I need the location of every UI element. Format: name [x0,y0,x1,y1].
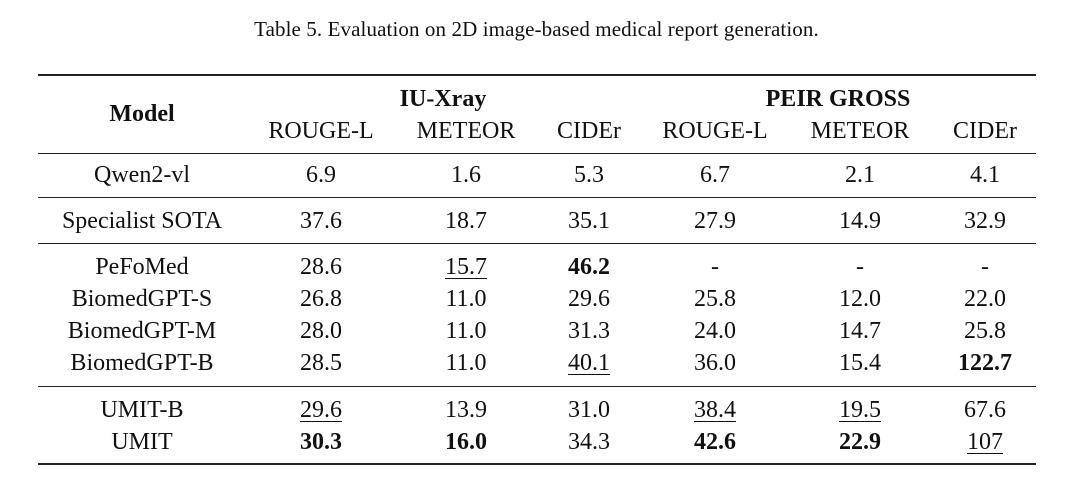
table-cell: 38.4 [694,397,736,423]
model-name-cell: Qwen2-vl [94,162,190,188]
table-cell: 2.1 [845,162,875,188]
table-cell: 4.1 [970,162,1000,188]
table-cell: 67.6 [964,397,1006,423]
table-cell: 14.7 [839,318,881,344]
table-caption: Table 5. Evaluation on 2D image-based me… [254,17,819,41]
divider-rule-1 [38,197,1036,198]
model-name-cell: PeFoMed [95,254,189,280]
group-header-peir-gross: PEIR GROSS [765,86,911,112]
divider-rule-3 [38,386,1036,387]
table-cell: 28.0 [300,318,342,344]
metric-header-4: ROUGE-L [662,118,768,144]
table-cell: 24.0 [694,318,736,344]
table-cell: - [711,254,719,280]
table-cell: 37.6 [300,208,342,234]
model-column-header: Model [109,101,175,127]
table-cell: 26.8 [300,286,342,312]
table-cell: - [856,254,864,280]
bottom-rule [38,463,1036,465]
table-cell: 25.8 [694,286,736,312]
metric-header-5: METEOR [810,118,910,144]
divider-rule-2 [38,243,1036,244]
table-cell: 27.9 [694,208,736,234]
table-cell: 29.6 [568,286,610,312]
metric-header-6: CIDEr [953,118,1017,144]
table-cell: 28.6 [300,254,342,280]
table-cell: 28.5 [300,350,342,376]
table-cell: 46.2 [568,254,610,280]
model-name-cell: Specialist SOTA [61,208,223,234]
table-cell: 29.6 [300,397,342,423]
table-cell: 31.3 [568,318,610,344]
table-cell: 31.0 [568,397,610,423]
table-cell: 107 [967,429,1003,455]
table-cell: 6.9 [306,162,336,188]
table-cell: 13.9 [445,397,487,423]
table-cell: 36.0 [694,350,736,376]
table-cell: 34.3 [568,429,610,455]
table-cell: 12.0 [839,286,881,312]
table-cell: 11.0 [445,350,487,376]
model-name-cell: BiomedGPT-S [71,286,213,312]
table-cell: 18.7 [445,208,487,234]
table-cell: 14.9 [839,208,881,234]
table-cell: 15.4 [839,350,881,376]
table-cell: 6.7 [700,162,730,188]
table-cell: 35.1 [568,208,610,234]
table-cell: 16.0 [445,429,487,455]
model-name-cell: UMIT [111,429,173,455]
table-cell: 22.9 [839,429,881,455]
table-cell: 25.8 [964,318,1006,344]
table-cell: 11.0 [445,286,487,312]
table-cell: - [981,254,989,280]
table-cell: 11.0 [445,318,487,344]
table-cell: 40.1 [568,350,610,376]
group-header-iu-xray: IU-Xray [399,86,487,112]
table-cell: 22.0 [964,286,1006,312]
model-name-cell: UMIT-B [100,397,184,423]
metric-header-3: CIDEr [557,118,621,144]
model-name-cell: BiomedGPT-M [67,318,217,344]
table-cell: 15.7 [445,254,487,280]
header-rule [38,153,1036,154]
table-cell: 42.6 [694,429,736,455]
metric-header-2: METEOR [416,118,516,144]
top-rule [38,74,1036,76]
table-cell: 19.5 [839,397,881,423]
model-name-cell: BiomedGPT-B [70,350,214,376]
table-cell: 1.6 [451,162,481,188]
table-cell: 32.9 [964,208,1006,234]
table-cell: 122.7 [958,350,1012,376]
table-cell: 30.3 [300,429,342,455]
metric-header-1: ROUGE-L [268,118,374,144]
table-cell: 5.3 [574,162,604,188]
